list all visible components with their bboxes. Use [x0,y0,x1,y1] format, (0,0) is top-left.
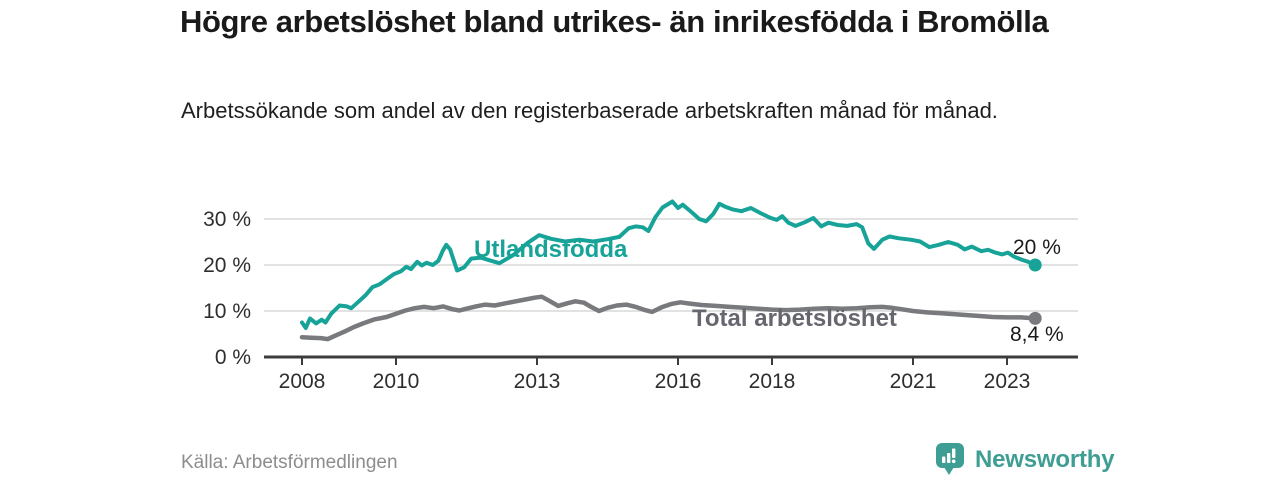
newsworthy-logo[interactable]: Newsworthy [934,442,1115,478]
source-note: Källa: Arbetsförmedlingen [181,452,398,473]
series-line-total [299,294,1038,342]
page-title: Högre arbetslöshet bland utrikes- än inr… [180,4,1049,39]
x-tick-label: 2018 [749,370,796,393]
x-tick-label: 2023 [984,370,1031,393]
series-line-utlandsfodda [300,199,1038,330]
y-tick-label: 10 % [203,300,251,323]
newsworthy-wordmark: Newsworthy [975,446,1115,473]
series-label-total-arbetsloshet: Total arbetslöshet [692,305,897,332]
y-tick-label: 30 % [203,208,251,231]
series-end-dot-utlandsfodda [1028,258,1042,272]
end-value-label-utlandsfodda: 20 % [1013,236,1061,259]
series-label-utlandsfodda: Utlandsfödda [474,236,628,263]
y-tick-label: 20 % [203,254,251,277]
newsworthy-bar-chart-bubble-icon [936,443,964,475]
x-tick-label: 2008 [279,370,326,393]
end-value-label-total: 8,4 % [1010,323,1064,346]
x-tick-label: 2016 [655,370,702,393]
chart-subtitle: Arbetssökande som andel av den registerb… [181,98,998,123]
x-tick-label: 2010 [373,370,420,393]
series-end-dot-total [1028,311,1042,325]
y-tick-label: 0 % [215,346,251,369]
x-tick-label: 2021 [890,370,937,393]
x-tick-label: 2013 [514,370,561,393]
